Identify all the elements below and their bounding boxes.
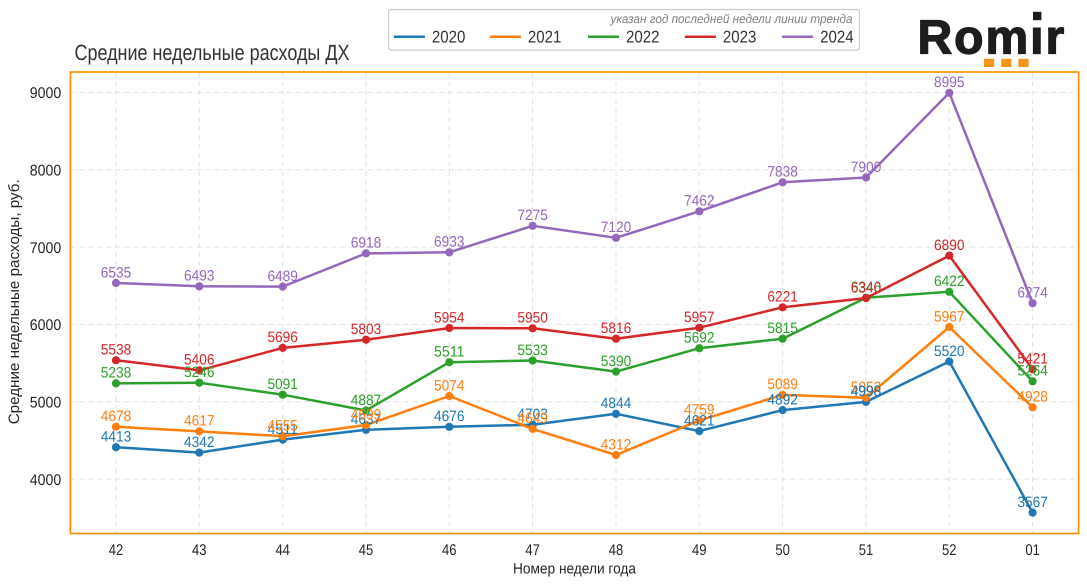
svg-text:4312: 4312 (601, 436, 632, 453)
svg-text:6221: 6221 (767, 289, 798, 306)
svg-text:4759: 4759 (684, 402, 715, 419)
svg-text:6890: 6890 (934, 237, 965, 254)
svg-text:6489: 6489 (267, 268, 298, 285)
svg-text:43: 43 (192, 542, 207, 559)
svg-text:4617: 4617 (184, 413, 215, 430)
svg-text:46: 46 (442, 542, 457, 559)
svg-text:5954: 5954 (434, 309, 465, 326)
svg-text:7462: 7462 (684, 193, 715, 210)
svg-text:6340: 6340 (851, 279, 882, 296)
svg-text:5538: 5538 (101, 342, 132, 359)
svg-text:7000: 7000 (30, 240, 62, 257)
svg-text:8000: 8000 (30, 163, 62, 180)
svg-text:51: 51 (859, 542, 874, 559)
svg-text:6918: 6918 (351, 235, 382, 252)
svg-text:5533: 5533 (517, 342, 548, 359)
svg-text:5950: 5950 (517, 310, 548, 327)
svg-text:6422: 6422 (934, 273, 965, 290)
svg-text:Средние недельные расходы, руб: Средние недельные расходы, руб. (6, 179, 23, 424)
svg-text:6933: 6933 (434, 234, 465, 251)
svg-text:5053: 5053 (851, 379, 882, 396)
svg-text:5074: 5074 (434, 377, 465, 394)
svg-text:5264: 5264 (1017, 363, 1048, 380)
svg-text:4844: 4844 (601, 395, 632, 412)
svg-text:7838: 7838 (767, 164, 798, 181)
svg-text:4342: 4342 (184, 434, 215, 451)
svg-text:8995: 8995 (934, 74, 965, 91)
svg-text:4637: 4637 (351, 411, 382, 428)
svg-text:5957: 5957 (684, 309, 715, 326)
svg-text:5967: 5967 (934, 308, 965, 325)
svg-text:5520: 5520 (934, 343, 965, 360)
svg-text:Romır: Romır (918, 12, 1067, 65)
svg-text:7900: 7900 (851, 159, 882, 176)
svg-text:48: 48 (609, 542, 624, 559)
svg-text:50: 50 (775, 542, 790, 559)
svg-text:4887: 4887 (351, 392, 382, 409)
svg-text:47: 47 (525, 542, 540, 559)
svg-text:4703: 4703 (517, 406, 548, 423)
svg-text:Средние недельные расходы ДХ: Средние недельные расходы ДХ (75, 40, 350, 65)
svg-text:49: 49 (692, 542, 707, 559)
svg-text:6346: 6346 (851, 279, 882, 296)
svg-text:01: 01 (1025, 542, 1040, 559)
svg-text:6274: 6274 (1017, 285, 1048, 302)
svg-text:7120: 7120 (601, 219, 632, 236)
svg-text:4928: 4928 (1017, 389, 1048, 406)
svg-text:5000: 5000 (30, 395, 62, 412)
svg-text:5238: 5238 (101, 365, 132, 382)
svg-text:3567: 3567 (1017, 494, 1048, 511)
svg-text:45: 45 (359, 542, 374, 559)
svg-text:5421: 5421 (1017, 351, 1048, 368)
svg-text:4892: 4892 (767, 391, 798, 408)
svg-text:5406: 5406 (184, 352, 215, 369)
svg-text:5816: 5816 (601, 320, 632, 337)
svg-text:44: 44 (275, 542, 290, 559)
svg-text:4555: 4555 (267, 418, 298, 435)
svg-text:2022: 2022 (626, 27, 660, 46)
svg-text:6000: 6000 (30, 317, 62, 334)
svg-text:4998: 4998 (851, 383, 882, 400)
svg-text:указан год последней недели ли: указан год последней недели линии тренда (610, 12, 853, 26)
svg-text:2020: 2020 (432, 27, 466, 46)
svg-text:5511: 5511 (434, 344, 465, 361)
svg-text:5692: 5692 (684, 330, 715, 347)
svg-text:6535: 6535 (101, 264, 132, 281)
svg-text:4621: 4621 (684, 412, 715, 429)
svg-text:5390: 5390 (601, 353, 632, 370)
svg-text:4413: 4413 (101, 429, 132, 446)
svg-text:5091: 5091 (267, 376, 298, 393)
svg-text:9000: 9000 (30, 85, 62, 102)
svg-text:5696: 5696 (267, 329, 298, 346)
svg-text:6493: 6493 (184, 268, 215, 285)
svg-text:52: 52 (942, 542, 957, 559)
svg-text:4678: 4678 (101, 408, 132, 425)
svg-text:42: 42 (109, 542, 124, 559)
svg-text:2024: 2024 (820, 27, 854, 46)
svg-text:4676: 4676 (434, 408, 465, 425)
svg-text:5089: 5089 (767, 376, 798, 393)
svg-text:2021: 2021 (528, 27, 562, 46)
svg-text:4511: 4511 (267, 421, 298, 438)
svg-text:4649: 4649 (517, 410, 548, 427)
svg-text:2023: 2023 (723, 27, 757, 46)
svg-text:4699: 4699 (351, 406, 382, 423)
svg-text:Номер недели года: Номер недели года (513, 561, 637, 578)
svg-text:4998: 4998 (851, 383, 882, 400)
svg-text:7275: 7275 (517, 207, 548, 224)
svg-text:4000: 4000 (30, 472, 62, 489)
svg-text:5803: 5803 (351, 321, 382, 338)
svg-text:5246: 5246 (184, 364, 215, 381)
svg-text:5815: 5815 (767, 320, 798, 337)
